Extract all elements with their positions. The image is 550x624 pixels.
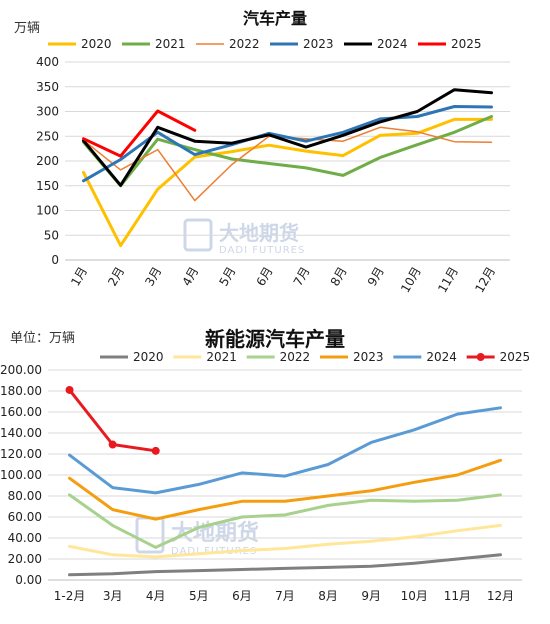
legend-label-2024: 2024: [426, 350, 457, 364]
y-tick-label: 120.00: [0, 447, 42, 461]
chart-vehicle-production: 大地期货 DADI FUTURES 万辆 汽车产量 2020 2021 2022 20…: [14, 9, 510, 296]
series-line-2021: [68, 523, 502, 559]
legend-label-2021: 2021: [206, 350, 237, 364]
x-tick-label: 9月: [365, 265, 387, 289]
x-tick-label: 6月: [254, 265, 276, 289]
unit-label: 万辆: [14, 21, 40, 36]
series-lines: [82, 88, 493, 248]
chart-nev-production: 大地期货 DADI FUTURES 单位：万辆 新能源汽车产量 2020 2021…: [0, 327, 530, 603]
point-2025: [108, 440, 117, 449]
y-tick-label: 200.00: [0, 363, 42, 377]
y-tick-label: 80.00: [8, 489, 42, 503]
x-tick-label: 10月: [401, 589, 428, 603]
series-line-2025: [82, 109, 197, 158]
chart-title: 汽车产量: [243, 9, 307, 28]
x-tick-label: 7月: [291, 265, 313, 289]
legend: 2020 2021 2022 2023 2024 2025: [48, 37, 482, 51]
legend-label-2025: 2025: [500, 350, 531, 364]
x-tick-label: 3月: [142, 265, 164, 289]
y-tick-label: 400: [36, 55, 59, 69]
legend-label-2023: 2023: [353, 350, 384, 364]
series-line-2023: [68, 458, 502, 521]
y-axis-ticks: 0.00 20.00 40.00 60.00 80.00 100.00 120.00 140.…: [0, 363, 42, 587]
y-tick-label: 100: [36, 204, 59, 218]
point-2025: [151, 446, 160, 455]
y-tick-label: 250: [36, 129, 59, 143]
x-tick-label: 10月: [398, 265, 424, 296]
series-lines: [65, 385, 502, 577]
legend-label-2021: 2021: [155, 37, 186, 51]
y-tick-label: 40.00: [8, 531, 42, 545]
legend-label-2020: 2020: [81, 37, 112, 51]
chart-panel-vehicle-production: 大地期货 DADI FUTURES 万辆 汽车产量 2020 2021 2022 20…: [0, 0, 550, 310]
watermark-sub: DADI FUTURES: [219, 245, 305, 256]
y-tick-label: 0.00: [15, 573, 42, 587]
x-tick-label: 11月: [435, 265, 461, 296]
legend-label-2020: 2020: [133, 350, 164, 364]
legend-marker-2025: [476, 353, 485, 361]
y-tick-label: 150: [36, 179, 59, 193]
legend-label-2023: 2023: [303, 37, 334, 51]
legend-label-2022: 2022: [280, 350, 311, 364]
y-tick-label: 60.00: [8, 510, 42, 524]
x-tick-label: 1月: [68, 265, 90, 289]
y-tick-label: 180.00: [0, 384, 42, 398]
chart-panel-nev-production: 大地期货 DADI FUTURES 单位：万辆 新能源汽车产量 2020 2021…: [0, 318, 550, 624]
x-tick-label: 5月: [189, 589, 209, 603]
y-tick-label: 100.00: [0, 468, 42, 482]
x-tick-label: 2月: [105, 265, 127, 289]
unit-label: 单位：万辆: [10, 331, 75, 346]
y-tick-label: 50: [44, 228, 59, 242]
y-tick-label: 300: [36, 105, 59, 119]
x-tick-label: 3月: [103, 589, 123, 603]
series-line-2021: [82, 115, 493, 188]
x-axis-ticks: 1-2月 3月 4月 5月 6月 7月 8月 9月 10月 11月 12月: [54, 589, 514, 603]
series-line-2024: [82, 88, 493, 187]
y-tick-label: 200: [36, 154, 59, 168]
series-line-2020: [68, 553, 502, 577]
series-line-2022: [68, 493, 502, 549]
x-tick-label: 11月: [444, 589, 471, 603]
x-tick-label: 9月: [361, 589, 381, 603]
legend-label-2025: 2025: [451, 37, 482, 51]
x-tick-label: 8月: [328, 265, 350, 289]
legend-label-2024: 2024: [377, 37, 408, 51]
series-line-2023: [82, 105, 493, 183]
x-tick-label: 7月: [275, 589, 295, 603]
x-tick-label: 12月: [487, 589, 514, 603]
x-tick-label: 5月: [217, 265, 239, 289]
y-tick-label: 20.00: [8, 552, 42, 566]
x-tick-label: 4月: [146, 589, 166, 603]
x-tick-label: 4月: [179, 265, 201, 289]
y-axis-ticks: 0 50 100 150 200 250 300 350 400: [36, 55, 59, 267]
y-tick-label: 350: [36, 80, 59, 94]
watermark: 大地期货 DADI FUTURES: [183, 218, 305, 256]
x-axis-ticks: 1月 2月 3月 4月 5月 6月 7月 8月 9月 10月 11月 12月: [68, 265, 498, 296]
x-tick-label: 12月: [472, 265, 498, 296]
legend: 2020 2021 2022 2023 2024 2025: [100, 350, 530, 364]
watermark-name: 大地期货: [219, 221, 299, 245]
x-tick-label: 8月: [318, 589, 338, 603]
x-tick-label: 1-2月: [54, 589, 86, 603]
point-2025: [65, 385, 74, 394]
chart-title: 新能源汽车产量: [205, 327, 345, 351]
x-tick-label: 6月: [232, 589, 252, 603]
legend-label-2022: 2022: [229, 37, 260, 51]
y-tick-label: 140.00: [0, 426, 42, 440]
gridlines: [48, 369, 522, 581]
series-line-2024: [68, 406, 502, 495]
series-line-2020: [82, 117, 493, 248]
y-tick-label: 0: [51, 253, 59, 267]
y-tick-label: 160.00: [0, 405, 42, 419]
